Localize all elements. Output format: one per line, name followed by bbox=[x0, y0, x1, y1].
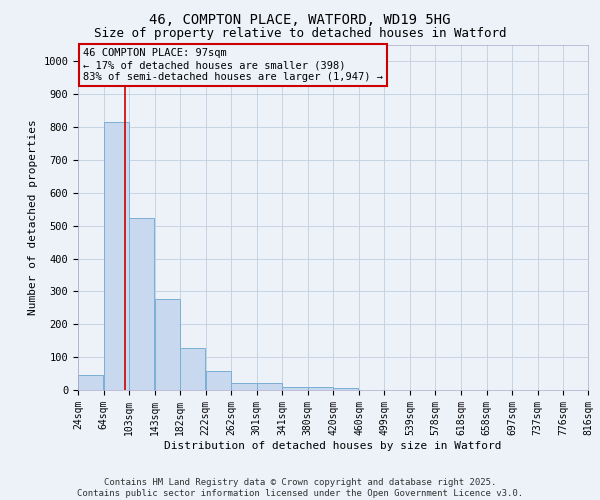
Bar bbox=[129, 218, 154, 390]
Bar bbox=[308, 386, 332, 390]
Text: 46 COMPTON PLACE: 97sqm
← 17% of detached houses are smaller (398)
83% of semi-d: 46 COMPTON PLACE: 97sqm ← 17% of detache… bbox=[83, 48, 383, 82]
Bar bbox=[334, 388, 358, 390]
Bar bbox=[257, 384, 282, 390]
Text: 46, COMPTON PLACE, WATFORD, WD19 5HG: 46, COMPTON PLACE, WATFORD, WD19 5HG bbox=[149, 12, 451, 26]
Bar bbox=[104, 122, 129, 390]
Bar bbox=[232, 384, 257, 390]
Text: Contains HM Land Registry data © Crown copyright and database right 2025.
Contai: Contains HM Land Registry data © Crown c… bbox=[77, 478, 523, 498]
Bar bbox=[155, 298, 180, 390]
Text: Size of property relative to detached houses in Watford: Size of property relative to detached ho… bbox=[94, 28, 506, 40]
Bar bbox=[283, 386, 308, 390]
X-axis label: Distribution of detached houses by size in Watford: Distribution of detached houses by size … bbox=[164, 440, 502, 450]
Bar bbox=[180, 348, 205, 390]
Y-axis label: Number of detached properties: Number of detached properties bbox=[28, 120, 38, 316]
Bar bbox=[206, 371, 231, 390]
Bar bbox=[78, 375, 103, 390]
